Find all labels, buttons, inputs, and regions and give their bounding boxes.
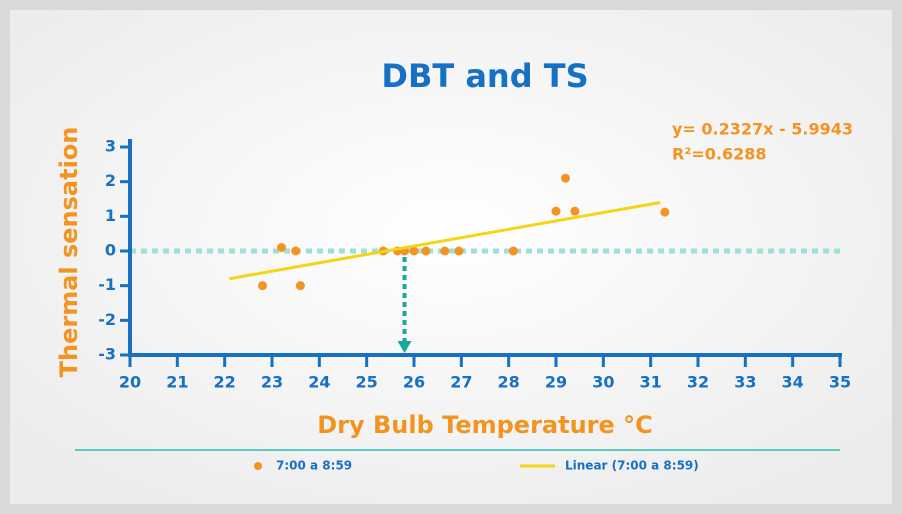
chart-title: DBT and TS (381, 57, 588, 95)
x-tick-label: 20 (119, 373, 141, 392)
x-tick-label: 32 (687, 373, 709, 392)
x-tick-label: 24 (308, 373, 330, 392)
point (551, 206, 561, 216)
x-tick-label: 34 (782, 373, 804, 392)
x-tick-label: 22 (214, 373, 236, 392)
point (508, 246, 518, 256)
x-tick-label: 33 (734, 373, 756, 392)
x-tick-label: 25 (356, 373, 378, 392)
x-tick-label: 21 (166, 373, 188, 392)
x-tick-label: 29 (545, 373, 567, 392)
legend-label: Linear (7:00 a 8:59) (565, 459, 699, 473)
equation: y= 0.2327x - 5.9943 (672, 120, 853, 139)
x-tick-label: 23 (261, 373, 283, 392)
y-tick-label: -2 (98, 310, 116, 329)
point (295, 281, 305, 291)
y-axis-title: Thermal sensation (55, 127, 83, 378)
point (454, 246, 464, 256)
r-squared: R²=0.6288 (672, 145, 766, 164)
point (440, 246, 450, 256)
x-tick-label: 30 (592, 373, 614, 392)
x-tick-label: 35 (829, 373, 851, 392)
panel (10, 10, 892, 504)
point (258, 281, 268, 291)
x-tick-label: 31 (640, 373, 662, 392)
arrow-head (397, 341, 412, 353)
y-tick-label: 1 (105, 206, 116, 225)
point (421, 246, 431, 256)
y-tick-label: -1 (98, 275, 116, 294)
point (560, 173, 570, 183)
y-tick-label: -3 (98, 345, 116, 364)
point (570, 206, 580, 216)
trend-line (229, 200, 661, 281)
y-tick-label: 0 (105, 241, 116, 260)
point (291, 246, 301, 256)
x-axis-title: Dry Bulb Temperature °C (317, 411, 653, 439)
legend-label: 7:00 a 8:59 (276, 459, 352, 473)
point (660, 207, 670, 217)
legend-swatch (254, 462, 262, 470)
point (276, 243, 286, 253)
y-tick-label: 3 (105, 137, 116, 156)
x-tick-label: 27 (450, 373, 472, 392)
x-tick-label: 26 (403, 373, 425, 392)
x-tick-label: 28 (498, 373, 520, 392)
y-tick-label: 2 (105, 171, 116, 190)
point (409, 246, 419, 256)
